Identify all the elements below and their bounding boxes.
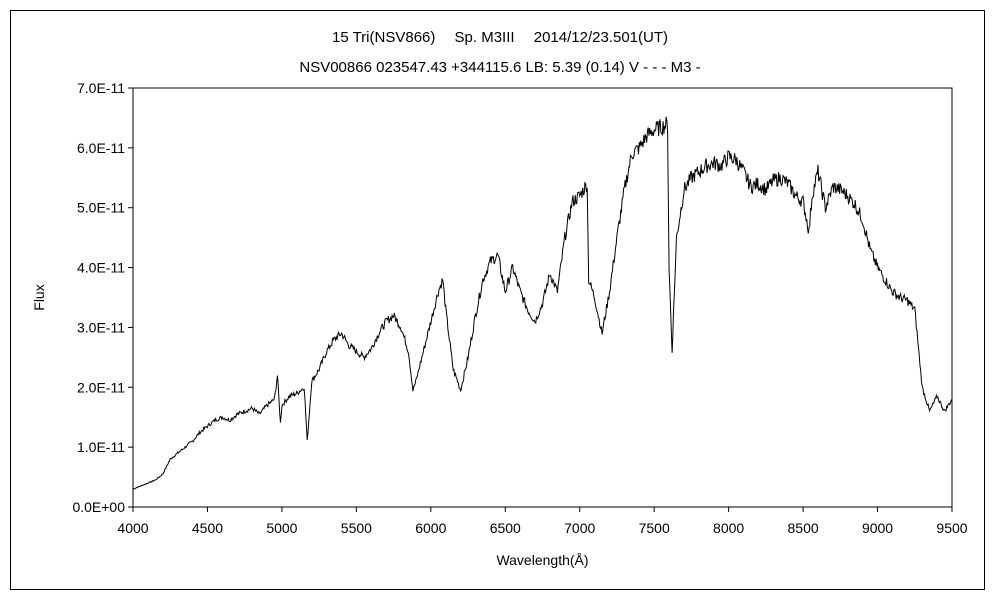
x-tick-label: 8500 [788,520,819,536]
x-tick-label: 4500 [192,520,223,536]
x-tick-label: 7000 [564,520,595,536]
chart-title: 15 Tri(NSV866) Sp. M3III 2014/12/23.501(… [332,29,668,46]
x-tick-label: 7500 [639,520,670,536]
y-axis-label: Flux [31,284,47,310]
y-tick-label: 6.0E-11 [77,140,125,156]
chart-subtitle: NSV00866 023547.43 +344115.6 LB: 5.39 (0… [299,59,701,76]
x-tick-label: 9500 [936,520,967,536]
y-tick-label: 5.0E-11 [77,200,125,216]
x-tick-label: 9000 [862,520,893,536]
y-tick-label: 7.0E-11 [77,80,125,96]
y-axis: 0.0E+00 1.0E-11 2.0E-11 3.0E-11 4.0E-11 5.0E-… [72,80,133,515]
y-tick-label: 1.0E-11 [77,439,125,455]
x-axis: 4000 4500 5000 5500 6000 6500 7000 7500 8000 8500… [117,507,968,536]
y-tick-label: 4.0E-11 [77,260,125,276]
plot-area [132,87,953,508]
x-tick-label: 5500 [341,520,372,536]
y-tick-label: 0.0E+00 [72,499,125,515]
spectrum-line [132,116,953,490]
x-axis-label: Wavelength(Å) [496,552,588,568]
y-tick-label: 3.0E-11 [77,319,125,335]
x-tick-label: 8000 [713,520,744,536]
x-tick-label: 6500 [490,520,521,536]
x-tick-label: 6000 [415,520,446,536]
x-tick-label: 4000 [117,520,148,536]
chart-frame [10,10,985,590]
y-tick-label: 2.0E-11 [77,379,125,395]
x-tick-label: 5000 [266,520,297,536]
